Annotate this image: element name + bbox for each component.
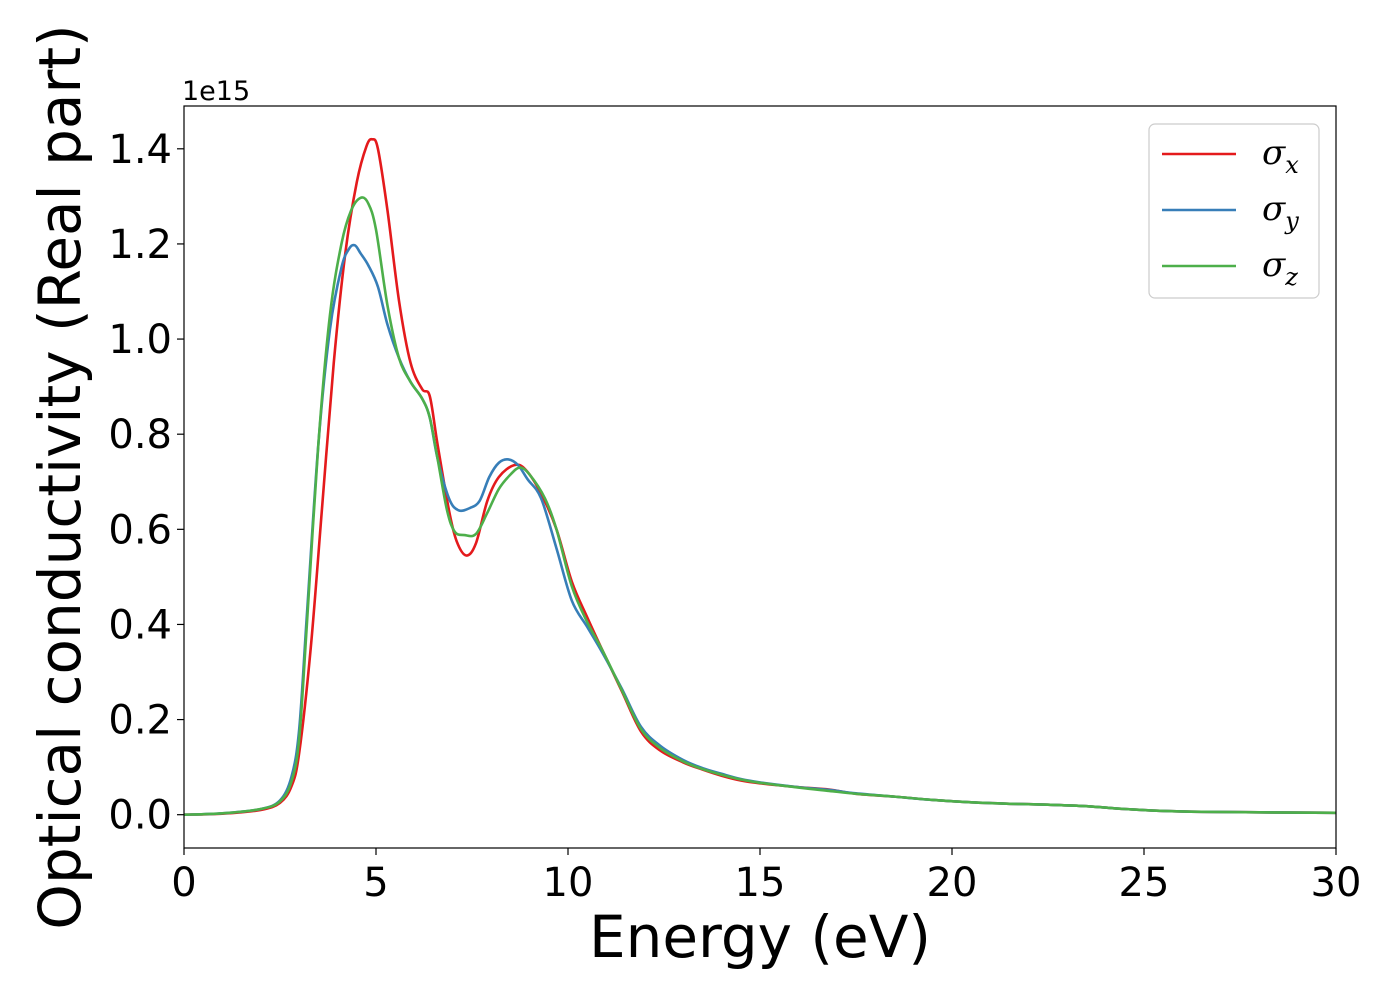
x-tick-label: 30 — [1311, 860, 1362, 906]
y-tick-label: 0.0 — [108, 793, 172, 839]
y-tick-label: 0.6 — [108, 507, 172, 553]
series-layer — [184, 137, 1336, 817]
y-tick-label: 1.2 — [108, 222, 172, 268]
legend-label-z: σz — [1262, 245, 1298, 291]
x-tick-label: 5 — [363, 860, 388, 906]
legend-label-x: σx — [1262, 133, 1299, 179]
y-tick-label: 0.4 — [108, 602, 172, 648]
x-axis: 0 5 10 15 20 25 30 — [171, 848, 1361, 906]
x-tick-label: 0 — [171, 860, 196, 906]
legend-label-y: σy — [1262, 189, 1299, 235]
y-tick-label: 1.0 — [108, 317, 172, 363]
y-axis: 0.0 0.2 0.4 0.6 0.8 1.0 1.2 1.4 — [108, 127, 184, 839]
y-tick-label: 0.2 — [108, 698, 172, 744]
y-offset-label: 1e15 — [182, 76, 250, 107]
x-tick-label: 20 — [927, 860, 978, 906]
x-tick-label: 15 — [735, 860, 786, 906]
x-tick-label: 25 — [1119, 860, 1170, 906]
series-line-y — [184, 243, 1336, 817]
x-axis-label: Energy (eV) — [589, 903, 931, 971]
y-tick-label: 0.8 — [108, 412, 172, 458]
legend: σx σy σz — [1148, 123, 1320, 299]
x-tick-label: 10 — [543, 860, 594, 906]
series-line-z — [184, 196, 1336, 817]
y-tick-label: 1.4 — [108, 127, 172, 173]
y-axis-label: Optical conductivity (Real part) — [26, 24, 94, 929]
